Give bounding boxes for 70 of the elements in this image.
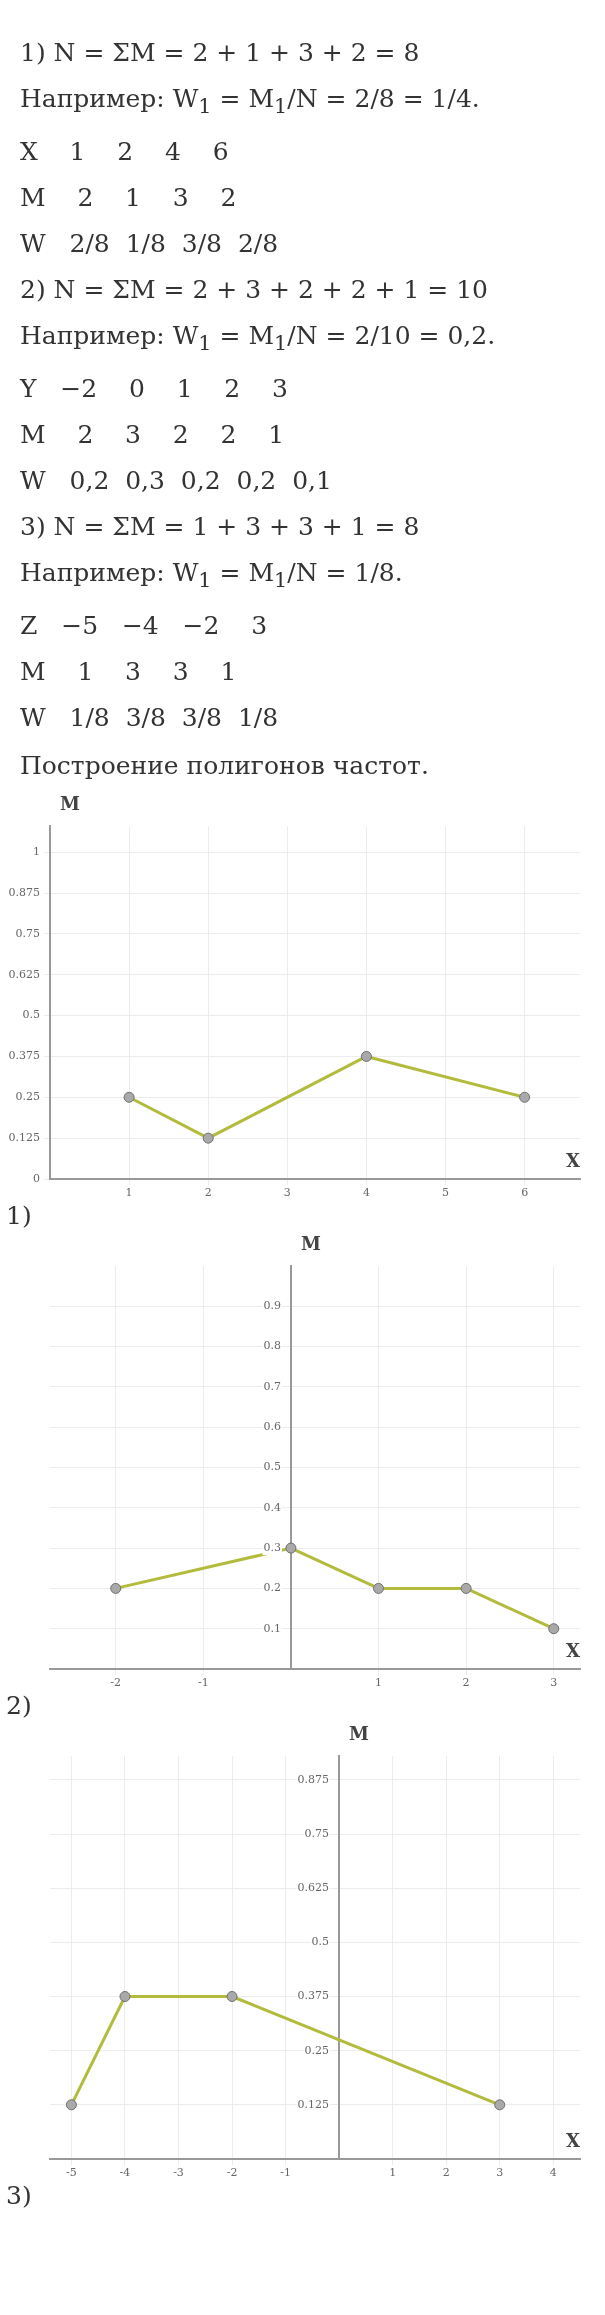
y-axis-title: M [60,792,80,814]
text: 2) N = ΣM = 2 + 3 + 2 + 2 + 1 = 10 [20,274,489,306]
y-tick-label: 0.75 [304,1826,330,1840]
text: W 1/8 3/8 3/8 1/8 [20,702,280,734]
x-tick-label: -5 [66,2166,77,2180]
y-tick-label: 0.9 [263,1299,281,1313]
y-tick-label: 0.625 [297,1881,330,1895]
x-axis-title: X [566,2129,581,2151]
text: 1) [6,1201,32,1231]
y-tick-label: 0.6 [263,1420,281,1434]
x-tick-label: 3 [550,1676,558,1690]
chart-title: Построение полигонов частот. [19,751,430,782]
y-tick-label: 0.875 [8,885,40,899]
y-tick-label: 0.5 [263,1460,281,1474]
y-tick-label: 0.7 [263,1379,281,1393]
x-tick-label: -1 [197,1676,209,1690]
text: 1) N = ΣM = 2 + 1 + 3 + 2 = 8 [20,37,421,69]
text: W 0,2 0,3 0,2 0,2 0,1 [20,465,333,497]
y-tick-label: 0.375 [297,1989,330,2003]
y-tick-label: 1 [33,845,40,859]
text: M 2 1 3 2 [20,182,238,214]
x-axis-title: X [566,1149,581,1171]
y-tick-label: 0.5 [311,1935,330,1949]
y-tick-label: 0.375 [8,1049,40,1063]
x-tick-label: 1 [389,2166,397,2180]
y-tick-label: 0 [33,1171,40,1185]
y-tick-label: 0.125 [8,1131,40,1144]
text: 3) [6,2181,32,2211]
y-tick-label: 0.4 [263,1500,281,1514]
x-tick-label: 4 [362,1186,370,1200]
x-tick-label: -3 [173,2166,184,2180]
y-tick-label: 0.25 [15,1090,40,1104]
x-tick-label: 3 [283,1186,291,1200]
text: M 1 3 3 1 [20,656,238,688]
text: 2) [6,1691,32,1721]
text: Y −2 0 1 2 3 [20,373,289,405]
x-axis-title: X [566,1639,581,1661]
text: Например: W$_{1}$ = M$_{1}$/N = 2/10 = 0,2. [20,320,497,357]
x-tick-label: 5 [442,1186,450,1200]
y-tick-label: 0.8 [263,1339,281,1353]
x-tick-label: -4 [119,2166,131,2180]
y-tick-label: 0.5 [22,1008,40,1022]
text: 3) N = ΣM = 1 + 3 + 3 + 1 = 8 [20,511,421,543]
x-tick-label: 4 [549,2166,557,2180]
x-tick-label: 6 [521,1186,529,1200]
text: M 2 3 2 2 1 [20,419,286,451]
text: Например: W$_{1}$ = M$_{1}$/N = 1/8. [20,557,404,594]
y-tick-label: 0.3 [263,1540,281,1554]
x-tick-label: 2 [204,1186,212,1200]
y-tick-label: 0.25 [304,2043,330,2057]
y-axis-title: M [349,1722,370,1744]
y-tick-label: 0.125 [297,2097,330,2111]
y-axis-title: M [300,1232,321,1254]
y-tick-label: 0.625 [8,967,40,981]
x-tick-label: 2 [442,2166,450,2180]
text: W 2/8 1/8 3/8 2/8 [20,228,280,260]
text: Например: W$_{1}$ = M$_{1}$/N = 2/8 = 1/4. [20,83,481,120]
x-tick-label: 1 [375,1676,383,1690]
x-tick-label: 1 [125,1186,133,1200]
y-tick-label: 0.2 [263,1581,281,1595]
x-tick-label: 2 [462,1676,470,1690]
y-tick-label: 0.75 [15,926,40,940]
x-tick-label: -2 [226,2166,238,2180]
x-tick-label: 3 [496,2166,504,2180]
y-tick-label: 0.875 [297,1772,330,1786]
y-tick-label: 0.1 [263,1621,281,1635]
text: X 1 2 4 6 [20,136,230,168]
x-tick-label: -2 [110,1676,122,1690]
text: Z −5 −4 −2 3 [20,610,269,642]
x-tick-label: -1 [280,2166,291,2180]
